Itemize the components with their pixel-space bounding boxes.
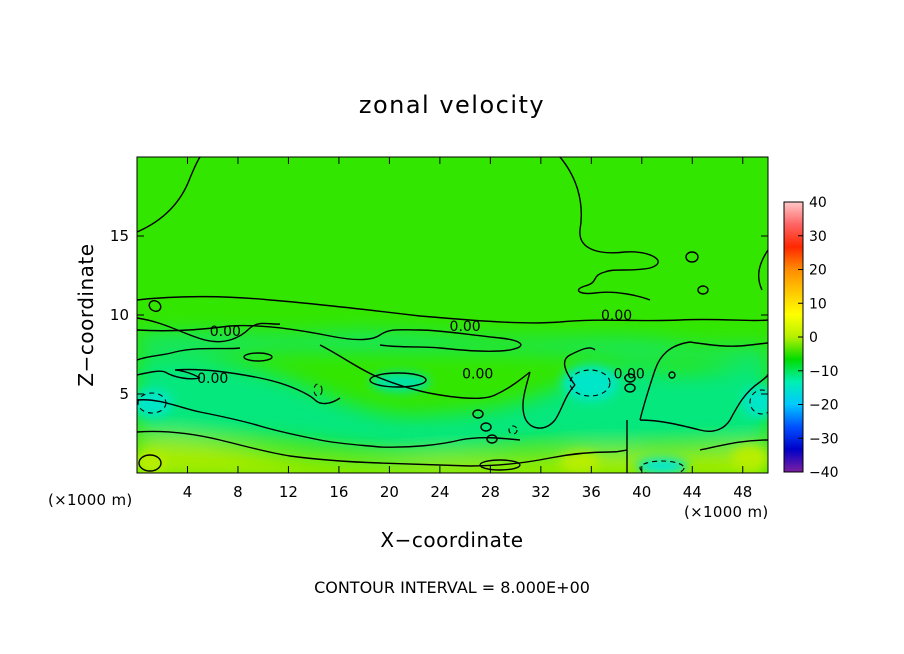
contour-line [137, 295, 768, 324]
colorbar-tick-label: 0 [809, 330, 818, 346]
contour-line [137, 399, 381, 448]
chart-title: zonal velocity [359, 91, 545, 119]
y-tick-label: 10 [110, 306, 129, 324]
contour-line [319, 344, 531, 400]
contour-line [486, 434, 498, 444]
x-tick-label: 28 [481, 483, 500, 501]
contour-line [639, 341, 691, 421]
colorbar-tick-label: 20 [809, 263, 827, 279]
x-tick-label: 24 [430, 483, 449, 501]
contour-line [668, 371, 676, 379]
x-axis-label: X−coordinate [380, 528, 523, 552]
contour-line [148, 300, 162, 312]
contour-line [624, 373, 636, 383]
contour-label: 0.00 [197, 371, 228, 387]
y-axis-label: Z−coordinate [74, 243, 98, 386]
contour-interval-note: CONTOUR INTERVAL = 8.000E+00 [314, 578, 590, 597]
contour-line [137, 347, 241, 361]
negative-contours [137, 369, 768, 473]
contour-line [639, 373, 768, 432]
contour-line [137, 430, 471, 467]
contour-line [685, 251, 699, 263]
contour-line [758, 249, 768, 291]
contour-line [697, 285, 709, 295]
contour-line [624, 383, 636, 393]
x-axis-ticks: 4 8 12 16 20 24 28 32 36 40 44 48 [183, 157, 752, 501]
contour-line [379, 437, 521, 448]
colorbar-tick-label: −40 [809, 465, 839, 481]
negative-band-mid [137, 333, 768, 362]
x-tick-label: 32 [531, 483, 550, 501]
dashed-contour [569, 369, 611, 397]
plot-area: 0.00 0.000.000.00 0.00 0.00 4 8 12 16 20 24 28 32 3… [110, 156, 769, 501]
x-tick-label: 20 [380, 483, 399, 501]
x-tick-label: 16 [329, 483, 348, 501]
dashed-contour [137, 392, 167, 414]
positive-band-bottom [137, 438, 768, 473]
x-unit-right: (×1000 m) [684, 503, 769, 521]
contour-line [689, 341, 768, 347]
x-tick-label: 12 [279, 483, 298, 501]
colorbar-tick-label: 40 [809, 195, 827, 211]
positive-core [560, 452, 600, 472]
contour-line [563, 347, 596, 386]
x-tick-label: 4 [183, 483, 193, 501]
y-axis-ticks: 5 10 15 [110, 227, 768, 403]
contour-line [699, 439, 768, 451]
contour-line [472, 409, 484, 419]
x-tick-label: 36 [582, 483, 601, 501]
x-tick-label: 44 [683, 483, 702, 501]
contour-label: 0.00 [601, 308, 632, 324]
contour-label: 0.00 [462, 366, 493, 382]
contour-label: 0.00 [210, 324, 241, 340]
colorbar-tick-label: 30 [809, 229, 827, 245]
dashed-contour [508, 425, 518, 435]
contour-line [480, 422, 492, 432]
dashed-contour [749, 389, 768, 415]
colorbar-tick-label: −30 [809, 431, 839, 447]
negative-core [370, 372, 430, 392]
colorbar-tick-label: −10 [809, 364, 839, 380]
y-tick-label: 15 [110, 227, 129, 245]
contour-line [369, 372, 427, 388]
colorbar: 40 30 20 10 0 −10 −20 −30 −40 [783, 195, 839, 481]
contour-line [243, 352, 273, 362]
contour-line [137, 324, 522, 352]
contour-line [522, 371, 576, 429]
contour-line [469, 449, 628, 467]
contour-line [137, 370, 201, 380]
x-tick-label: 48 [733, 483, 752, 501]
x-tick-label: 8 [233, 483, 243, 501]
negative-core [636, 458, 688, 473]
contour-line [559, 157, 659, 301]
contour-line [137, 317, 281, 343]
x-tick-label: 40 [632, 483, 651, 501]
contour-line [137, 157, 201, 233]
negative-core [137, 389, 172, 417]
contour-line [479, 459, 521, 471]
dashed-contour [639, 460, 685, 473]
y-tick-label: 5 [119, 385, 129, 403]
dashed-contour [313, 383, 323, 397]
colorbar-ticks: 40 30 20 10 0 −10 −20 −30 −40 [798, 195, 839, 481]
colorbar-tick-label: 10 [809, 296, 827, 312]
contour-label: 0.00 [614, 366, 645, 382]
contour-line [138, 454, 162, 472]
negative-core [742, 386, 768, 418]
zero-contours [137, 157, 768, 473]
contour-line [174, 368, 341, 405]
positive-core [732, 446, 768, 470]
contour-labels: 0.00 0.00 0.00 0.00 0.00 0.00 [197, 308, 645, 387]
colorbar-tick-label: −20 [809, 398, 839, 414]
x-unit-left: (×1000 m) [48, 491, 133, 509]
contour-label: 0.00 [450, 319, 481, 335]
